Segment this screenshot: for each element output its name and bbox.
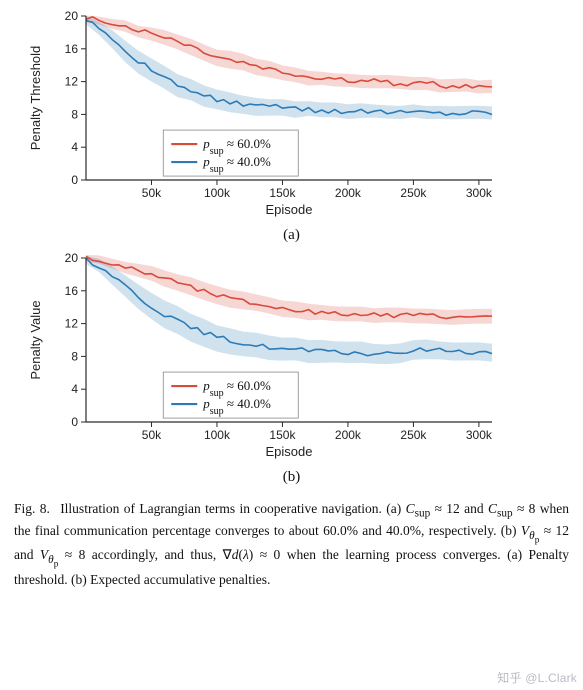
svg-text:250k: 250k [400, 428, 427, 442]
svg-text:50k: 50k [142, 186, 162, 200]
svg-text:12: 12 [65, 75, 79, 89]
svg-text:250k: 250k [400, 186, 427, 200]
svg-text:16: 16 [65, 42, 79, 56]
svg-text:100k: 100k [204, 428, 231, 442]
sublabel-a: (a) [8, 227, 575, 244]
svg-text:8: 8 [71, 349, 78, 363]
chart-a-container: 0 4 8 12 16 20 50k 100k 150k 200k 250k 300k Episode P… [8, 10, 575, 244]
svg-text:12: 12 [65, 317, 79, 331]
svg-text:300k: 300k [466, 186, 493, 200]
svg-text:200k: 200k [335, 428, 362, 442]
svg-text:0: 0 [71, 173, 78, 187]
svg-text:4: 4 [71, 140, 78, 154]
svg-text:Episode: Episode [266, 202, 313, 217]
svg-text:20: 20 [65, 252, 79, 265]
svg-text:200k: 200k [335, 186, 362, 200]
figure-label: Fig. 8. [14, 501, 50, 516]
chart-b: 0 4 8 12 16 20 50k 100k 150k 200k 250k 300k Episode P… [8, 252, 508, 462]
svg-text:0: 0 [71, 415, 78, 429]
sublabel-b: (b) [8, 469, 575, 486]
watermark: 知乎 @L.Clark [497, 669, 577, 686]
svg-text:100k: 100k [204, 186, 231, 200]
svg-text:20: 20 [65, 10, 79, 23]
svg-text:16: 16 [65, 284, 79, 298]
figure-8: 0 4 8 12 16 20 50k 100k 150k 200k 250k 300k Episode P… [0, 0, 583, 597]
svg-text:300k: 300k [466, 428, 493, 442]
figure-caption-text: Illustration of Lagrangian terms in coop… [14, 501, 569, 587]
svg-text:150k: 150k [269, 428, 296, 442]
svg-text:50k: 50k [142, 428, 162, 442]
svg-text:150k: 150k [269, 186, 296, 200]
chart-b-container: 0 4 8 12 16 20 50k 100k 150k 200k 250k 300k Episode P… [8, 252, 575, 486]
svg-text:Penalty Value: Penalty Value [28, 300, 43, 379]
svg-text:Episode: Episode [266, 444, 313, 459]
figure-caption: Fig. 8. Illustration of Lagrangian terms… [8, 494, 575, 589]
chart-a: 0 4 8 12 16 20 50k 100k 150k 200k 250k 300k Episode P… [8, 10, 508, 220]
svg-text:Penalty Threshold: Penalty Threshold [28, 46, 43, 151]
svg-text:4: 4 [71, 382, 78, 396]
svg-text:8: 8 [71, 107, 78, 121]
